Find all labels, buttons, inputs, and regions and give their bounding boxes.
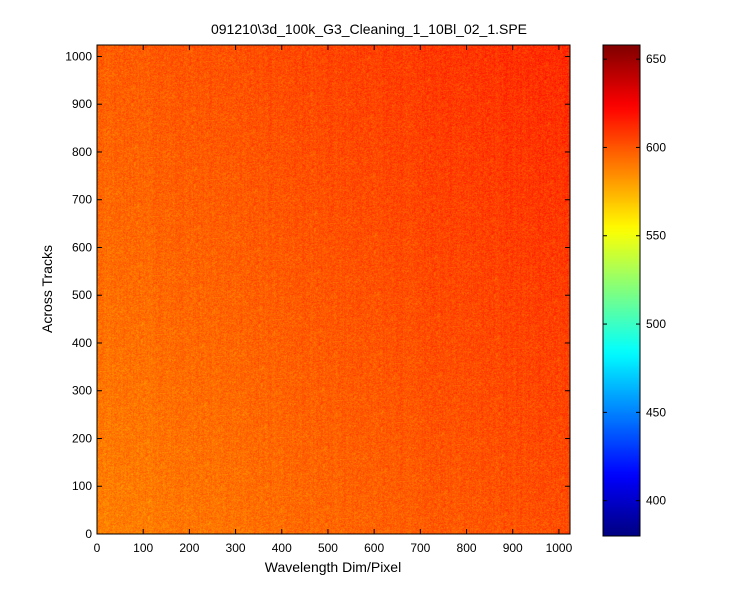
y-tick-label: 200 (72, 431, 92, 445)
y-tick-label: 700 (72, 193, 92, 207)
x-axis: 0 100 200 300 400 500 600 700 800 900 1000 (94, 45, 573, 555)
x-tick-label: 0 (94, 541, 101, 555)
x-tick-label: 900 (503, 541, 523, 555)
colorbar: 400 450 500 550 600 650 (602, 44, 666, 537)
colorbar-tick-label: 650 (646, 52, 666, 66)
heatmap-area (97, 45, 570, 534)
plot-frame (96, 44, 571, 535)
y-tick-label: 600 (72, 240, 92, 254)
x-tick-label: 300 (226, 541, 246, 555)
y-tick-label: 500 (72, 288, 92, 302)
colorbar-axis: 400 450 500 550 600 650 (603, 52, 666, 508)
x-axis-label: Wavelength Dim/Pixel (265, 559, 401, 575)
colorbar-tick-label: 450 (646, 405, 666, 419)
colorbar-tick-label: 400 (646, 494, 666, 508)
x-tick-label: 500 (318, 541, 338, 555)
colorbar-tick-label: 600 (646, 140, 666, 154)
y-tick-label: 0 (85, 527, 92, 541)
colorbar-tick-label: 550 (646, 229, 666, 243)
x-tick-label: 400 (272, 541, 292, 555)
colorbar-tick-label: 500 (646, 317, 666, 331)
x-tick-label: 600 (364, 541, 384, 555)
y-tick-label: 100 (72, 479, 92, 493)
x-tick-label: 800 (457, 541, 477, 555)
colorbar-frame (602, 44, 641, 537)
y-tick-label: 300 (72, 384, 92, 398)
x-tick-label: 200 (179, 541, 199, 555)
x-tick-label: 1000 (546, 541, 573, 555)
y-axis: 0 100 200 300 400 500 600 700 800 900 1000 (65, 49, 570, 541)
colorbar-gradient (603, 45, 640, 536)
y-axis-label: Across Tracks (39, 245, 55, 333)
x-tick-label: 700 (410, 541, 430, 555)
y-tick-label: 400 (72, 336, 92, 350)
y-tick-label: 900 (72, 97, 92, 111)
y-tick-label: 1000 (65, 49, 92, 63)
chart-title: 091210\3d_100k_G3_Cleaning_1_10Bl_02_1.S… (211, 21, 527, 37)
heatmap-image (97, 45, 570, 534)
x-tick-label: 100 (133, 541, 153, 555)
y-tick-label: 800 (72, 145, 92, 159)
